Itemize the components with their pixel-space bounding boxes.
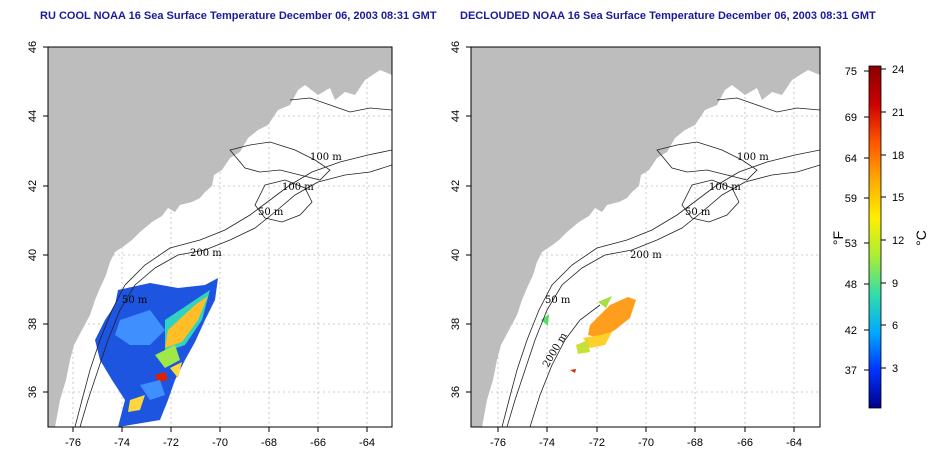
celsius-unit-label: °C <box>913 230 929 246</box>
right-land <box>471 47 820 427</box>
fahrenheit-tick-label: 64 <box>845 153 857 165</box>
left-land <box>48 47 392 427</box>
left-lon-ticks <box>72 427 368 432</box>
right-contour-label: 50 m <box>685 207 711 218</box>
fahrenheit-tick-label: 75 <box>845 66 857 78</box>
left-lat-tick-label: 36 <box>27 386 39 398</box>
right-lat-ticks <box>466 46 471 393</box>
right-lon-tick-label: -64 <box>786 437 802 449</box>
left-contour-label: 50 m <box>258 207 284 218</box>
left-lon-tick-label: -68 <box>261 437 277 449</box>
celsius-tick-label: 24 <box>892 64 904 76</box>
right-lon-tick-label: -68 <box>687 437 703 449</box>
left-sst-patch <box>95 278 218 427</box>
right-lon-tick-label: -66 <box>737 437 753 449</box>
left-lat-tick-label: 44 <box>27 110 39 122</box>
right-contour-label: 200 m <box>630 250 662 261</box>
celsius-tick-label: 15 <box>892 192 904 204</box>
right-lon-tick-label: -70 <box>638 437 654 449</box>
fahrenheit-tick-label: 59 <box>845 193 857 205</box>
right-lon-tick-label: -72 <box>589 437 605 449</box>
left-contour-label: 100 m <box>310 152 342 163</box>
fahrenheit-unit-label: °F <box>830 231 846 245</box>
celsius-tick-label: 3 <box>892 363 898 375</box>
left-lat-ticks <box>43 46 48 393</box>
left-lat-tick-label: 42 <box>27 180 39 192</box>
celsius-tick-label: 21 <box>892 107 904 119</box>
right-lat-tick-label: 38 <box>450 318 462 330</box>
fahrenheit-tick-label: 37 <box>845 365 857 377</box>
celsius-tick-label: 6 <box>892 320 898 332</box>
right-contour-label: 100 m <box>737 152 769 163</box>
right-lat-tick-label: 40 <box>450 249 462 261</box>
fahrenheit-tick-label: 48 <box>845 279 857 291</box>
right-sst-patch <box>541 296 636 373</box>
right-grid <box>471 47 820 427</box>
celsius-tick-label: 18 <box>892 150 904 162</box>
colorbar-ticks <box>864 68 886 371</box>
colorbar: 75 69 64 59 53 48 42 37 24 21 18 15 12 9… <box>830 64 929 409</box>
right-lon-tick-label: -74 <box>539 437 555 449</box>
left-contour-label: 50 m <box>122 295 148 306</box>
right-contours <box>501 97 820 427</box>
celsius-tick-label: 12 <box>892 235 904 247</box>
celsius-tick-label: 9 <box>892 278 898 290</box>
left-lon-tick-label: -66 <box>310 437 326 449</box>
right-lat-tick-label: 42 <box>450 180 462 192</box>
right-panel-title: DECLOUDED NOAA 16 Sea Surface Temperatur… <box>460 10 876 22</box>
right-contour-label: 100 m <box>709 182 741 193</box>
fahrenheit-tick-label: 53 <box>845 238 857 250</box>
right-lon-tick-label: -76 <box>490 437 506 449</box>
left-map-panel: 100 m 100 m 50 m 200 m 50 m 36 38 40 42 … <box>27 41 393 449</box>
left-contours <box>74 97 392 427</box>
right-lat-tick-label: 44 <box>450 110 462 122</box>
fahrenheit-tick-label: 69 <box>845 112 857 124</box>
left-lon-tick-label: -76 <box>65 437 81 449</box>
colorbar-gradient <box>868 65 882 409</box>
right-lon-ticks <box>497 427 795 432</box>
left-panel-title: RU COOL NOAA 16 Sea Surface Temperature … <box>40 10 437 22</box>
left-lon-tick-label: -70 <box>212 437 228 449</box>
left-lat-tick-label: 38 <box>27 318 39 330</box>
fahrenheit-tick-label: 42 <box>845 325 857 337</box>
right-lat-tick-label: 46 <box>450 41 462 53</box>
left-contour-label: 100 m <box>282 182 314 193</box>
left-contour-label: 200 m <box>190 248 222 259</box>
left-lat-tick-label: 40 <box>27 249 39 261</box>
right-lat-tick-label: 36 <box>450 386 462 398</box>
right-contour-label: 50 m <box>545 295 571 306</box>
right-map-panel: 100 m 100 m 50 m 200 m 50 m 2000 m 36 38… <box>450 41 821 449</box>
left-lon-tick-label: -64 <box>359 437 375 449</box>
left-lon-tick-label: -74 <box>114 437 130 449</box>
left-lon-tick-label: -72 <box>163 437 179 449</box>
left-lat-tick-label: 46 <box>27 41 39 53</box>
